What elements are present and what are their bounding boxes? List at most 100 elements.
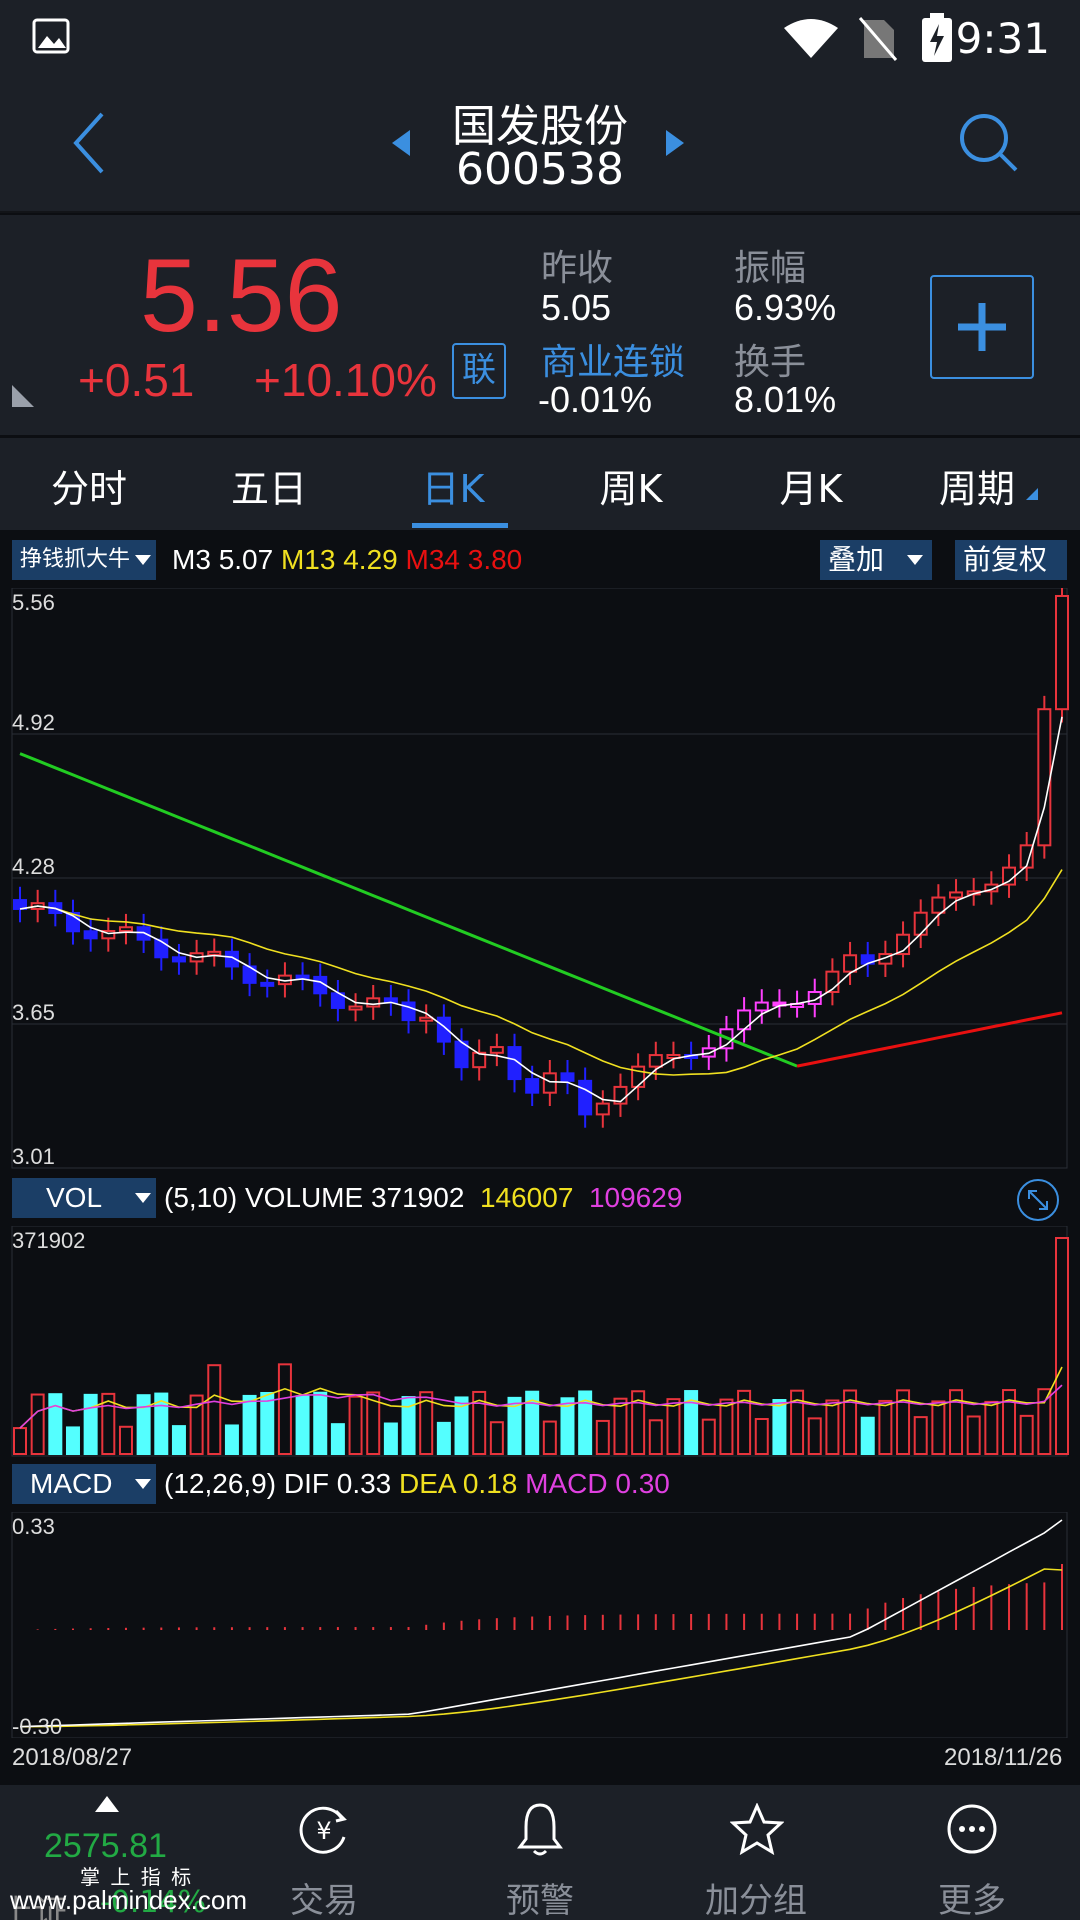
tab-intraday[interactable]: 分时 [50, 467, 127, 511]
volume-bar [949, 1389, 964, 1456]
volume-bar [737, 1389, 752, 1455]
volume-bar [1002, 1389, 1017, 1455]
candle [984, 883, 999, 893]
dif-label: DIF [283, 1468, 329, 1499]
turnover-value: 8.01% [734, 379, 837, 420]
nav-trade[interactable]: ¥ 交易 [216, 1785, 432, 1920]
volume-bar [1055, 1237, 1069, 1455]
indicator-select[interactable]: 挣钱抓大牛 [12, 540, 156, 580]
wifi-icon [784, 19, 838, 58]
volume-bar [366, 1391, 381, 1456]
m34-value: 3.80 [467, 544, 523, 575]
volume-chart[interactable]: 371902 [0, 1226, 1080, 1458]
macd-value: 0.30 [615, 1468, 670, 1499]
prev-stock-icon[interactable] [390, 128, 412, 158]
macd-chart[interactable]: 0.33 -0.30 [0, 1512, 1080, 1738]
candle [595, 1102, 610, 1116]
candle [472, 1051, 487, 1069]
prev-close-label: 昨收 [541, 248, 614, 289]
index-pct: -0.14% [100, 1885, 207, 1920]
candle [666, 1053, 681, 1059]
kline-chart[interactable]: 5.56 4.92 4.28 3.65 3.01 [0, 588, 1080, 1170]
next-stock-icon[interactable] [664, 128, 686, 158]
volume-bar [1019, 1414, 1034, 1456]
bottom-nav: 2575.81 掌 上 指 标 上证 -0.14% www.palmindex.… [0, 1785, 1080, 1920]
add-watchlist-button[interactable] [930, 275, 1034, 379]
volume-bar [896, 1389, 911, 1455]
volume-bar [171, 1425, 186, 1456]
volume-bar [825, 1399, 840, 1456]
chevron-down-icon [135, 1193, 151, 1203]
tab-monthly-k[interactable]: 月K [779, 467, 843, 511]
m3-value: 5.07 [218, 544, 274, 575]
more-icon [947, 1804, 997, 1854]
back-icon[interactable] [70, 110, 110, 176]
index-ticker[interactable]: 2575.81 掌 上 指 标 上证 -0.14% www.palmindex.… [0, 1785, 247, 1920]
sector-name[interactable]: 商业连锁 [541, 342, 686, 383]
volume-bar [560, 1397, 575, 1456]
candle [525, 1078, 540, 1094]
vol-select[interactable]: VOL [12, 1178, 156, 1218]
axis-label-top: 5.56 [12, 590, 55, 615]
tab-five-day[interactable]: 五日 [230, 467, 307, 511]
adjust-button[interactable]: 前复权 [955, 540, 1067, 580]
search-icon[interactable] [958, 112, 1020, 174]
watermark-url: www.palmindex.com [10, 1885, 247, 1915]
candle [1019, 844, 1034, 869]
nav-add-group-label: 加分组 [705, 1881, 807, 1920]
candle [366, 997, 381, 1008]
vol-ma10: 109629 [588, 1182, 683, 1213]
tab-weekly-k[interactable]: 周K [599, 467, 663, 511]
vol-select-label: VOL [46, 1182, 103, 1213]
app-header: 国发股份 600538 [0, 78, 1080, 213]
candle [171, 956, 186, 963]
nav-more[interactable]: 更多 [864, 1785, 1080, 1920]
overlay-chevron-icon [907, 555, 923, 565]
volume-bar [984, 1400, 999, 1455]
last-price: 5.56 [140, 238, 343, 354]
volume-bar [790, 1389, 805, 1455]
m3-label: M3 [172, 544, 211, 575]
tab-daily-k[interactable]: 日K [421, 467, 485, 511]
candle [419, 1016, 434, 1022]
overlay-button[interactable]: 叠加 [820, 540, 932, 580]
volume-bar [666, 1398, 681, 1455]
star-icon [730, 1803, 784, 1855]
volume-bar [772, 1399, 787, 1456]
kline-indicator-bar: 挣钱抓大牛 M3 5.07 M13 4.29 M34 3.80 叠加 前复权 [0, 536, 1080, 586]
m34-label: M34 [405, 544, 460, 575]
volume-bar [613, 1397, 628, 1456]
tab-period[interactable]: 周期 [938, 467, 1015, 511]
vol-ma5: 146007 [479, 1182, 574, 1213]
overlay-button-label: 叠加 [828, 544, 885, 575]
candle [260, 981, 275, 987]
nav-more-label: 更多 [938, 1881, 1006, 1920]
corner-triangle-icon [12, 385, 34, 407]
expand-icon[interactable] [1016, 1178, 1060, 1222]
volume-bar [913, 1416, 928, 1455]
macd-select[interactable]: MACD [12, 1464, 156, 1504]
candle [207, 950, 222, 956]
price-change: +0.51 [78, 354, 195, 406]
nav-alert[interactable]: 预警 [432, 1785, 648, 1920]
plus-icon [958, 303, 1006, 351]
volume-bar [154, 1392, 169, 1456]
vol-label: VOLUME [244, 1182, 364, 1213]
volume-bar [277, 1363, 292, 1455]
volume-bar [383, 1422, 398, 1455]
candle [648, 1054, 663, 1068]
volume-bar [454, 1396, 469, 1456]
volume-bar [1037, 1388, 1052, 1455]
candle [348, 1005, 363, 1011]
volume-bar [207, 1364, 222, 1455]
volume-bar [754, 1418, 769, 1455]
candle [560, 1072, 575, 1082]
nav-trade-label: 交易 [290, 1881, 358, 1920]
dif-value: 0.33 [336, 1468, 392, 1499]
linked-button[interactable]: 联 [452, 343, 506, 399]
volume-bar [330, 1423, 345, 1456]
yen-circle-icon: ¥ [299, 1806, 347, 1854]
nav-add-group[interactable]: 加分组 [648, 1785, 864, 1920]
battery-charging-icon [922, 13, 952, 62]
price-change-pct: +10.10% [254, 354, 437, 406]
